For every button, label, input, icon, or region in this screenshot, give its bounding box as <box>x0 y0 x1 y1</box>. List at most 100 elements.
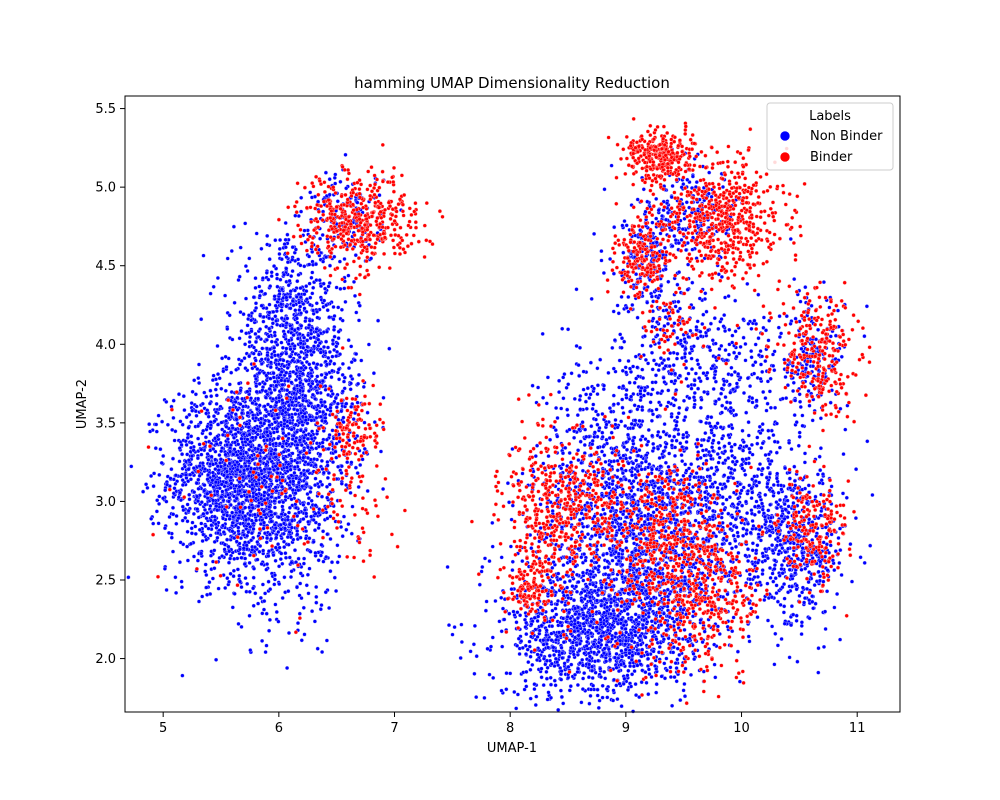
data-point <box>254 389 259 394</box>
data-point <box>218 457 223 462</box>
data-point <box>356 381 361 386</box>
data-point <box>566 664 571 669</box>
data-point <box>201 253 206 258</box>
data-point <box>212 566 217 571</box>
data-point <box>302 306 307 311</box>
data-point <box>211 284 216 289</box>
data-point <box>219 482 224 487</box>
data-point <box>154 509 159 514</box>
data-point <box>164 399 169 404</box>
data-point <box>291 303 296 308</box>
data-point <box>263 407 268 412</box>
data-point <box>266 277 271 282</box>
data-point <box>336 329 341 334</box>
data-point <box>313 463 318 468</box>
data-point <box>288 347 293 352</box>
data-point <box>551 645 556 650</box>
data-point <box>205 496 210 501</box>
data-point <box>293 491 298 496</box>
data-point <box>293 377 299 383</box>
data-point <box>324 638 329 643</box>
data-point <box>281 272 287 277</box>
data-point <box>247 589 252 594</box>
data-point <box>337 352 343 357</box>
data-point <box>559 694 564 699</box>
data-point <box>245 323 250 328</box>
data-point <box>276 362 281 367</box>
data-point <box>194 481 199 486</box>
data-point <box>206 457 211 462</box>
data-point <box>580 687 585 692</box>
data-point <box>517 651 522 657</box>
data-point <box>577 648 582 653</box>
data-point <box>339 481 344 486</box>
data-point <box>308 549 313 554</box>
data-point <box>164 499 169 504</box>
data-point <box>287 412 292 418</box>
data-point <box>576 633 581 638</box>
data-point <box>261 434 266 439</box>
data-point <box>671 645 676 650</box>
data-point <box>345 460 350 465</box>
data-point <box>251 526 256 532</box>
points-layer <box>126 116 875 714</box>
data-point <box>487 672 492 677</box>
data-point <box>281 500 286 505</box>
data-point <box>268 284 273 289</box>
data-point <box>504 687 509 692</box>
data-point <box>282 418 287 423</box>
data-point <box>510 568 515 573</box>
data-point <box>328 569 333 574</box>
data-point <box>237 336 242 341</box>
data-point <box>352 358 357 363</box>
data-point <box>293 422 298 427</box>
data-point <box>280 382 285 387</box>
data-point <box>245 581 250 586</box>
data-point <box>301 455 306 460</box>
data-point <box>189 440 194 445</box>
data-point <box>298 380 303 385</box>
data-point <box>331 317 336 322</box>
data-point <box>258 313 263 318</box>
data-point <box>292 386 297 391</box>
data-point <box>208 388 213 393</box>
data-point <box>477 582 482 587</box>
data-point <box>549 631 554 636</box>
data-point <box>318 607 323 612</box>
data-point <box>274 609 279 615</box>
data-point <box>273 485 278 490</box>
data-point <box>549 638 554 643</box>
data-point <box>154 422 159 427</box>
data-point <box>272 467 277 472</box>
data-point <box>354 310 359 315</box>
data-point <box>166 530 172 535</box>
data-point <box>251 428 256 433</box>
data-point <box>155 498 160 503</box>
data-point <box>243 342 248 347</box>
data-point <box>626 668 631 673</box>
data-point <box>267 504 272 509</box>
data-point <box>285 232 290 237</box>
data-point <box>263 291 268 296</box>
data-point <box>205 451 210 457</box>
data-point <box>285 365 290 370</box>
data-point <box>302 228 307 233</box>
data-point <box>215 464 220 469</box>
data-point <box>310 249 315 254</box>
data-point <box>600 695 605 700</box>
data-point <box>683 666 688 671</box>
data-point <box>575 669 580 675</box>
data-point <box>247 447 252 452</box>
data-point <box>278 237 283 243</box>
data-point <box>524 669 529 674</box>
data-point <box>646 656 651 661</box>
data-point <box>273 545 278 550</box>
data-point <box>313 550 318 555</box>
data-point <box>581 621 586 626</box>
data-point <box>283 433 288 438</box>
data-point <box>316 403 321 408</box>
data-point <box>691 651 696 656</box>
data-point <box>296 213 301 219</box>
data-point <box>292 470 297 475</box>
data-point <box>285 388 290 393</box>
